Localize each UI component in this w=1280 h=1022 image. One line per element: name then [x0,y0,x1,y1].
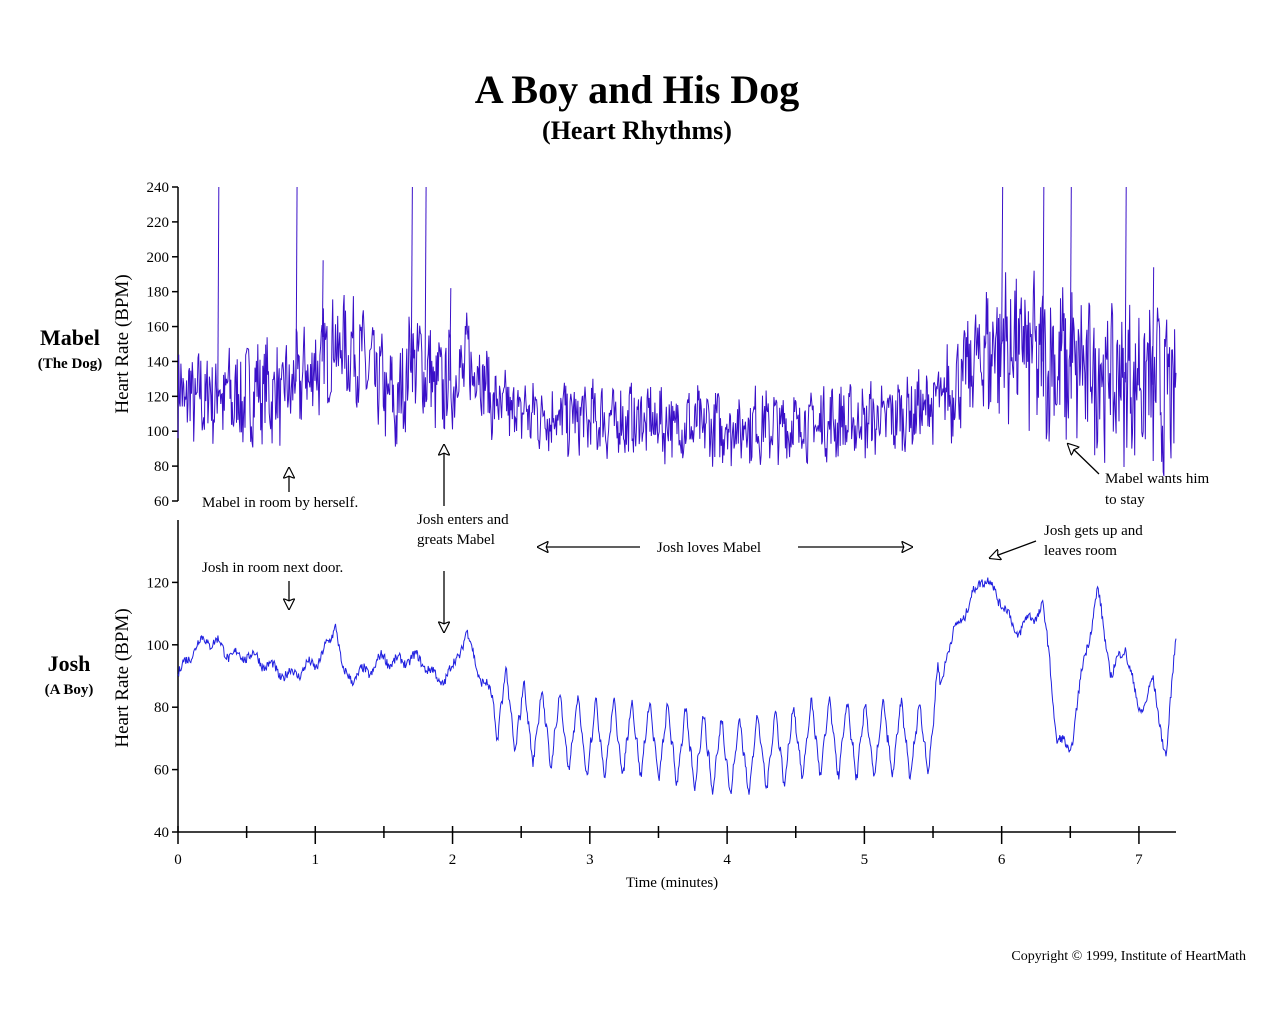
mabel-panel-name: Mabel [40,325,100,350]
mabel-y-tick-label: 100 [147,424,170,440]
mabel-spike [1124,186,1127,383]
annotation-josh-leaves-line2: leaves room [1044,543,1117,559]
josh-y-tick-label: 120 [147,575,170,591]
chart-subtitle: (Heart Rhythms) [542,116,732,145]
annotation-josh-enters-line2: greats Mabel [417,532,495,548]
mabel-spike [217,186,220,394]
mabel-spike [1069,186,1072,367]
mabel-y-ticks: 60 80 100 120 140 160 180 200 220 240 [147,180,178,510]
annotation-josh-leaves-line1: Josh gets up and [1044,523,1143,539]
mabel-spike [321,260,324,362]
mabel-spike [410,186,413,353]
mabel-y-tick-label: 240 [147,180,170,196]
mabel-heart-rate-line [177,270,1177,477]
annotation-josh-next-door: Josh in room next door. [202,560,343,576]
chart-title: A Boy and His Dog [475,67,800,112]
x-tick-label: 5 [861,852,869,868]
x-tick-label: 6 [998,852,1006,868]
mabel-y-tick-label: 60 [154,494,169,510]
mabel-spike [424,186,427,371]
mabel-spike [1042,186,1045,362]
copyright-text: Copyright © 1999, Institute of HeartMath [1011,949,1246,964]
josh-heart-rate-line [177,577,1177,795]
x-ticks: 0 1 2 3 4 5 6 7 [174,826,1143,868]
josh-y-tick-label: 40 [154,825,169,841]
mabel-y-tick-label: 140 [147,354,170,370]
mabel-y-tick-label: 180 [147,285,170,301]
mabel-spike [1152,267,1155,385]
x-tick-label: 7 [1135,852,1143,868]
x-tick-label: 2 [449,852,457,868]
mabel-y-tick-label: 160 [147,320,170,336]
josh-y-tick-label: 100 [147,638,170,654]
annotation-mabel-wants-line1: Mabel wants him [1105,471,1209,487]
x-axis-label: Time (minutes) [626,875,718,891]
mabel-y-tick-label: 80 [154,459,169,475]
x-tick-label: 3 [586,852,594,868]
x-tick-label: 0 [174,852,182,868]
mabel-y-tick-label: 200 [147,250,170,266]
josh-y-tick-label: 80 [154,700,169,716]
annotation-mabel-wants-line2: to stay [1105,492,1145,508]
arrow-mabel-wants [1068,444,1100,475]
mabel-panel-subname: (The Dog) [38,356,103,372]
mabel-y-tick-label: 120 [147,389,170,405]
mabel-spike [449,288,452,381]
josh-panel-subname: (A Boy) [45,682,94,698]
annotation-mabel-alone: Mabel in room by herself. [202,495,358,511]
josh-y-tick-label: 60 [154,763,169,779]
annotation-josh-enters-line1: Josh enters and [417,512,509,528]
josh-panel-name: Josh [48,651,91,676]
mabel-spike [1001,186,1004,345]
annotation-josh-loves-mabel: Josh loves Mabel [657,540,761,556]
x-tick-label: 1 [312,852,320,868]
arrow-josh-leaves [990,540,1037,558]
mabel-spike [295,186,298,382]
mabel-y-tick-label: 220 [147,215,170,231]
josh-y-axis-label: Heart Rate (BPM) [112,608,133,747]
mabel-y-axis-label: Heart Rate (BPM) [112,274,133,413]
josh-y-ticks: 40 60 80 100 120 [147,575,178,841]
x-tick-label: 4 [723,852,731,868]
mabel-spikes [217,186,1155,394]
